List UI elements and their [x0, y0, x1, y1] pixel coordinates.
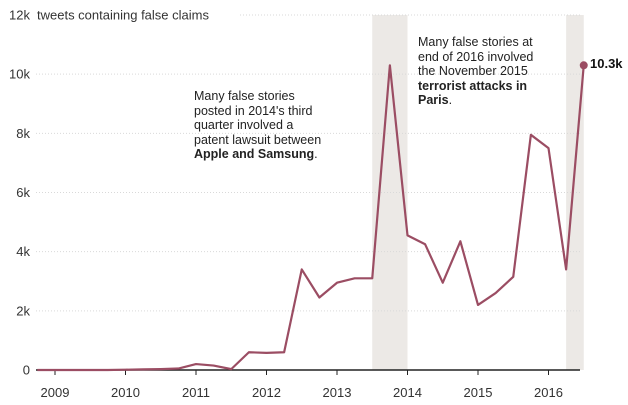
y-tick-label: 4k	[16, 244, 30, 259]
x-tick-label: 2011	[182, 385, 210, 400]
annotation-line: Many false stories at	[418, 35, 533, 49]
annotation-period: .	[314, 147, 318, 161]
y-tick-label: 0	[23, 363, 30, 378]
annotation-bold-text: Apple and Samsung	[194, 147, 315, 161]
annotation-line: quarter involved a	[194, 118, 294, 132]
annotation-line: patent lawsuit between	[194, 132, 322, 147]
y-tick-label: 2k	[16, 303, 30, 318]
x-tick-label: 2015	[464, 385, 493, 400]
annotation-paris-attacks: Many false stories at end of 2016 involv…	[418, 35, 568, 108]
x-tick-label: 2009	[41, 385, 70, 400]
y-tick-labels: 0 2k 4k 6k 8k 10k 12k	[9, 8, 30, 378]
x-tick-label: 2013	[323, 385, 352, 400]
end-point-marker	[579, 61, 588, 70]
annotation-line: Many false stories	[194, 89, 295, 103]
y-tick-label: 12k	[9, 8, 30, 23]
y-tick-label: 8k	[16, 126, 30, 141]
series-layer	[37, 61, 588, 372]
annotation-bold-text: Paris	[418, 93, 449, 107]
y-tick-label: 6k	[16, 185, 30, 200]
x-tick-labels: 2009 2010 2011 2012 2013 2014 2015 2016	[41, 370, 563, 400]
annotation-bold-text: terrorist attacks in	[418, 78, 528, 93]
x-tick-label: 2016	[534, 385, 563, 400]
annotation-line: posted in 2014's third	[194, 103, 313, 118]
x-tick-label: 2014	[393, 385, 422, 400]
data-line	[37, 64, 585, 372]
annotation-period: .	[448, 93, 453, 107]
gridlines	[36, 14, 580, 312]
annotation-line: end of 2016 involved	[418, 49, 534, 64]
x-tick-label: 2012	[252, 385, 281, 400]
end-value-label: 10.3k	[590, 56, 623, 71]
y-tick-label: 10k	[9, 67, 30, 82]
y-axis-label: tweets containing false claims	[37, 8, 209, 23]
x-tick-label: 2010	[111, 385, 140, 400]
annotation-line: the November 2015	[418, 64, 528, 78]
annotation-apple-samsung: Many false stories posted in 2014's thir…	[194, 89, 354, 162]
